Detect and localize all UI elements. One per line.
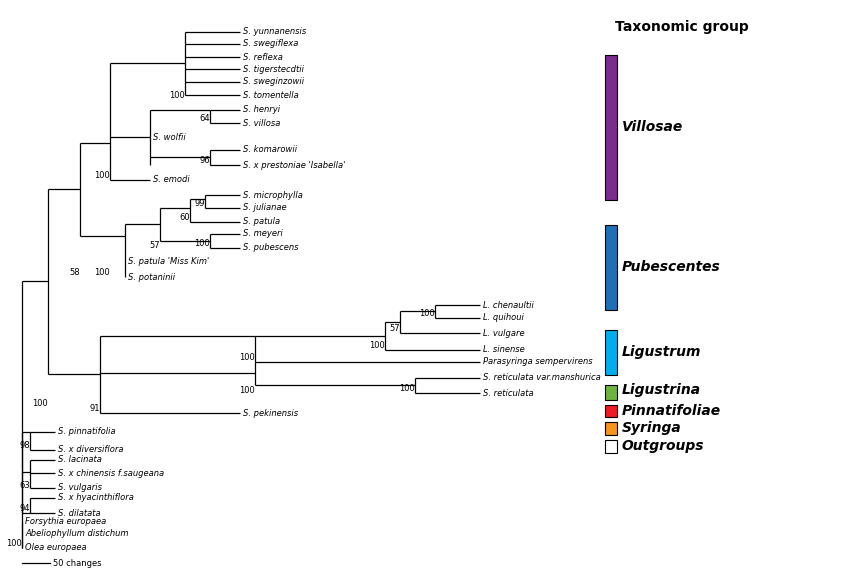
Text: 100: 100 xyxy=(419,309,435,318)
Text: L. chenaultii: L. chenaultii xyxy=(483,301,534,309)
Text: 50 changes: 50 changes xyxy=(53,559,102,568)
Text: S. pinnatifolia: S. pinnatifolia xyxy=(58,428,115,436)
Text: 100: 100 xyxy=(32,399,48,408)
Text: S. potaninii: S. potaninii xyxy=(128,272,175,282)
Text: 63: 63 xyxy=(19,481,30,490)
Text: S. dilatata: S. dilatata xyxy=(58,508,101,518)
Bar xyxy=(605,55,617,200)
Text: S. henryi: S. henryi xyxy=(243,106,280,114)
Text: 98: 98 xyxy=(19,441,30,450)
Text: S. julianae: S. julianae xyxy=(243,204,286,212)
Text: S. vulgaris: S. vulgaris xyxy=(58,484,102,493)
Text: L. sinense: L. sinense xyxy=(483,346,525,354)
Text: S. reticulata var.manshurica: S. reticulata var.manshurica xyxy=(483,373,601,383)
Text: Pinnatifoliae: Pinnatifoliae xyxy=(622,404,721,418)
Text: S. pekinensis: S. pekinensis xyxy=(243,409,298,418)
Text: S. reflexa: S. reflexa xyxy=(243,53,283,62)
Text: 99: 99 xyxy=(194,199,205,208)
Bar xyxy=(605,385,617,400)
Text: 94: 94 xyxy=(19,504,30,513)
Text: 100: 100 xyxy=(95,171,110,180)
Text: S. villosa: S. villosa xyxy=(243,118,280,128)
Text: S. pubescens: S. pubescens xyxy=(243,243,299,253)
Text: 100: 100 xyxy=(369,341,385,350)
Text: 100: 100 xyxy=(6,539,22,548)
Text: 58: 58 xyxy=(69,268,80,277)
Text: S. x diversiflora: S. x diversiflora xyxy=(58,445,123,455)
Text: 91: 91 xyxy=(89,404,100,413)
Text: 100: 100 xyxy=(240,353,255,362)
Text: Syringa: Syringa xyxy=(622,421,681,435)
Text: Taxonomic group: Taxonomic group xyxy=(615,20,749,34)
Text: S. x chinensis f.saugeana: S. x chinensis f.saugeana xyxy=(58,469,164,478)
Text: S. wolfii: S. wolfii xyxy=(153,133,186,141)
Text: Olea europaea: Olea europaea xyxy=(25,544,87,553)
Text: Parasyringa sempervirens: Parasyringa sempervirens xyxy=(483,358,593,366)
Text: S. patula 'Miss Kim': S. patula 'Miss Kim' xyxy=(128,257,209,267)
Text: S. patula: S. patula xyxy=(243,218,280,227)
Text: 100: 100 xyxy=(240,386,255,395)
Bar xyxy=(605,225,617,310)
Text: S. x prestoniae 'Isabella': S. x prestoniae 'Isabella' xyxy=(243,160,345,170)
Bar xyxy=(605,422,617,435)
Text: S. microphylla: S. microphylla xyxy=(243,190,303,200)
Text: 57: 57 xyxy=(149,241,160,250)
Bar xyxy=(605,440,617,453)
Text: S. komarowii: S. komarowii xyxy=(243,145,297,155)
Text: Abeliophyllum distichum: Abeliophyllum distichum xyxy=(25,530,128,538)
Text: 100: 100 xyxy=(399,384,415,393)
Text: S. tomentella: S. tomentella xyxy=(243,91,299,99)
Text: S. emodi: S. emodi xyxy=(153,175,190,185)
Text: S. x hyacinthiflora: S. x hyacinthiflora xyxy=(58,493,134,503)
Text: 96: 96 xyxy=(200,156,210,165)
Text: Ligustrum: Ligustrum xyxy=(622,345,701,359)
Text: S. reticulata: S. reticulata xyxy=(483,388,534,398)
Text: L. quihoui: L. quihoui xyxy=(483,313,524,323)
Text: S. yunnanensis: S. yunnanensis xyxy=(243,28,306,36)
Text: 100: 100 xyxy=(194,239,210,248)
Text: S. tigerstecdtii: S. tigerstecdtii xyxy=(243,65,304,73)
Text: 60: 60 xyxy=(180,213,190,222)
Text: Villosae: Villosae xyxy=(622,120,683,134)
Text: Forsythia europaea: Forsythia europaea xyxy=(25,518,106,526)
Text: 100: 100 xyxy=(169,91,185,100)
Text: 100: 100 xyxy=(95,268,110,277)
Text: L. vulgare: L. vulgare xyxy=(483,328,524,338)
Bar xyxy=(605,405,617,417)
Text: 57: 57 xyxy=(390,324,400,333)
Text: S. swegiflexa: S. swegiflexa xyxy=(243,39,299,48)
Text: S. meyeri: S. meyeri xyxy=(243,230,283,238)
Bar xyxy=(605,330,617,375)
Text: Outgroups: Outgroups xyxy=(622,439,705,453)
Text: 64: 64 xyxy=(200,114,210,123)
Text: Ligustrina: Ligustrina xyxy=(622,383,701,397)
Text: S. sweginzowii: S. sweginzowii xyxy=(243,77,304,87)
Text: S. lacinata: S. lacinata xyxy=(58,455,102,464)
Text: Pubescentes: Pubescentes xyxy=(622,260,720,274)
